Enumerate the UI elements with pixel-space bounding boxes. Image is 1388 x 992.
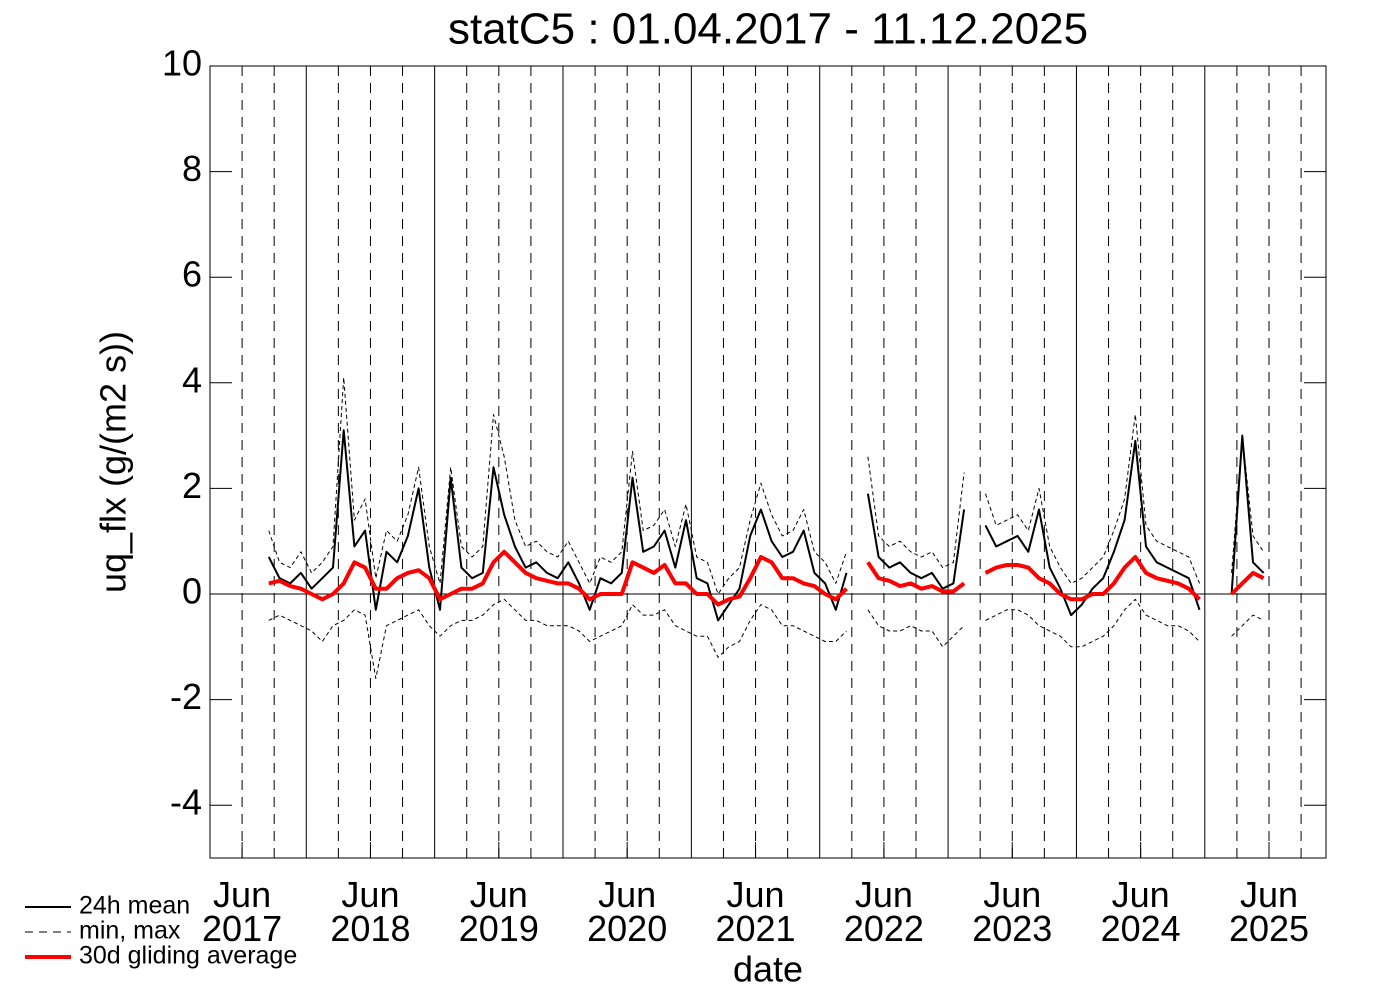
x-tick-label: Jun 2024	[1100, 874, 1181, 949]
x-tick-label: Jun 2017	[202, 874, 283, 949]
x-tick-label: Jun 2023	[972, 874, 1053, 949]
x-tick-label: Jun 2022	[843, 874, 924, 949]
x-tick-label: Jun 2021	[715, 874, 796, 949]
y-tick-label: 4	[182, 359, 202, 400]
x-axis-label: date	[733, 949, 803, 990]
series-line	[268, 549, 1265, 607]
legend-label: 30d gliding average	[79, 942, 297, 970]
x-tick-label: Jun 2018	[330, 874, 411, 949]
plot-frame	[209, 65, 1327, 859]
y-tick-label: 0	[182, 571, 202, 612]
x-tick-label: Jun 2020	[587, 874, 668, 949]
y-tick-label: 8	[182, 148, 202, 189]
series-line	[267, 429, 1265, 622]
legend-label: 24h mean	[79, 892, 190, 920]
max-line	[268, 377, 1265, 595]
chart-title: statC5 : 01.04.2017 - 11.12.2025	[448, 5, 1088, 54]
min-line	[268, 598, 1264, 679]
legend-label: min, max	[79, 917, 181, 945]
y-axis-label: uq_flx (g/(m2 s))	[93, 331, 134, 593]
y-tick-label: -4	[170, 782, 202, 823]
y-tick-label: 2	[182, 465, 202, 506]
x-tick-label: Jun 2019	[458, 874, 539, 949]
x-tick-label: Jun 2025	[1228, 874, 1310, 949]
y-tick-label: 10	[162, 43, 202, 84]
y-tick-label: 6	[182, 254, 202, 295]
y-tick-label: -2	[170, 676, 202, 717]
